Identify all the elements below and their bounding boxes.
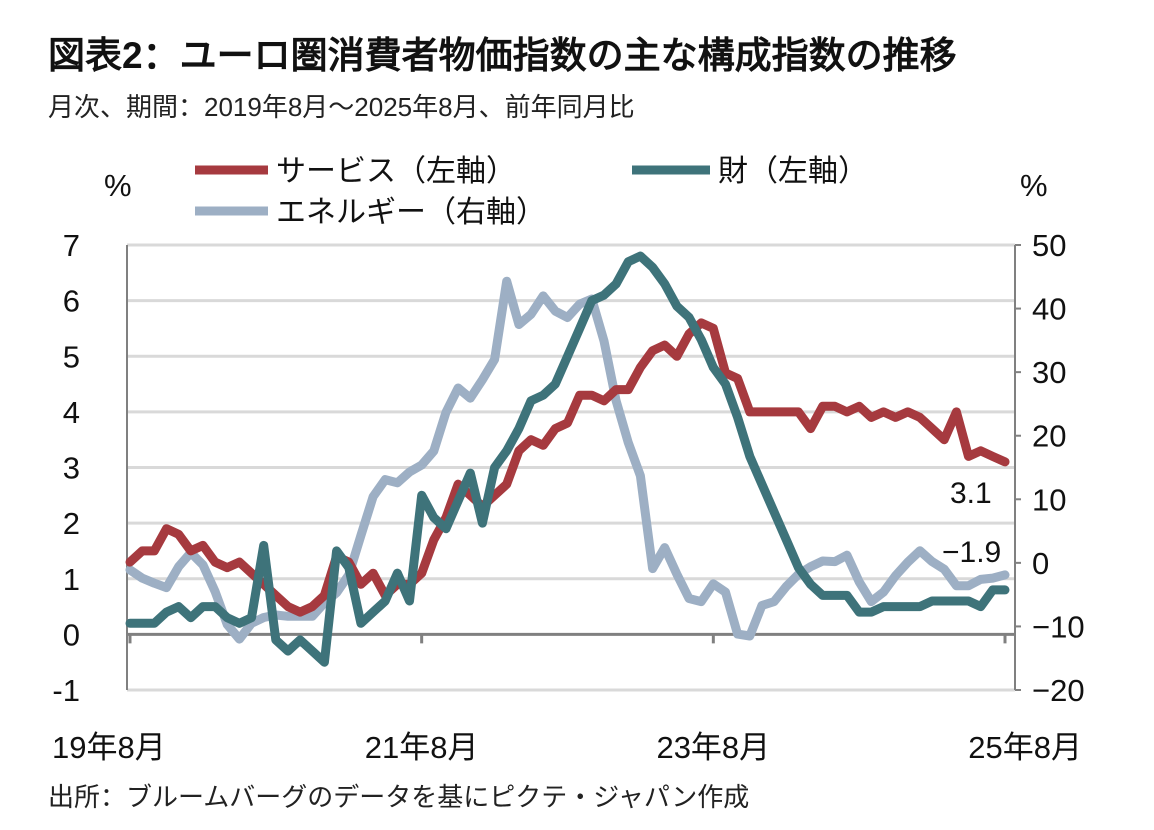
x-tick-label: 25年8月 [968,730,1082,765]
left-tick-label: 0 [63,617,80,652]
chart-title: 図表2：ユーロ圏消費者物価指数の主な構成指数の推移 [48,35,957,76]
legend-label-goods: 財（左軸） [718,155,868,188]
right-axis-unit: % [1020,168,1048,203]
left-tick-label: 4 [63,395,80,430]
left-tick-label: 1 [63,562,80,597]
left-axis-unit: % [104,168,132,203]
left-tick-label: 2 [63,506,80,541]
series-line-goods [125,251,1010,667]
x-tick-label: 21年8月 [365,730,479,765]
series-lines [125,251,1010,667]
right-tick-label: 30 [1032,355,1066,390]
x-tick-label: 19年8月 [52,730,166,765]
right-tick-label: 40 [1032,292,1066,327]
annotation-services-last: 3.1 [950,477,992,510]
left-axis-ticks: -1 0 1 2 3 4 5 6 7 [52,228,80,708]
chart-subtitle: 月次、期間：2019年8月～2025年8月、前年同月比 [48,92,635,122]
right-tick-label: 0 [1032,546,1049,581]
left-tick-label: 3 [63,451,80,486]
legend: サービス（左軸） 財（左軸） エネルギー（右軸） [195,155,868,229]
right-tick-label: 10 [1032,482,1066,517]
x-tick-label: 23年8月 [656,730,770,765]
right-tick-label: −10 [1032,609,1085,644]
series-line-services [125,318,1010,617]
annotation-energy-last: −1.9 [942,536,1001,569]
legend-label-energy: エネルギー（右軸） [276,196,546,229]
source-note: 出所：ブルームバーグのデータを基にピクテ・ジャパン作成 [48,782,749,812]
legend-label-services: サービス（左軸） [276,155,516,188]
left-tick-label: 5 [63,339,80,374]
left-tick-label: -1 [52,673,80,708]
right-tick-label: 20 [1032,419,1066,454]
right-axis-ticks: −20 −10 0 10 20 30 40 50 [1032,228,1085,708]
right-tick-label: −20 [1032,673,1085,708]
left-tick-label: 6 [63,284,80,319]
x-axis-ticks: 19年8月 21年8月 23年8月 25年8月 [52,730,1082,765]
right-tick-label: 50 [1032,228,1066,263]
left-tick-label: 7 [63,228,80,263]
